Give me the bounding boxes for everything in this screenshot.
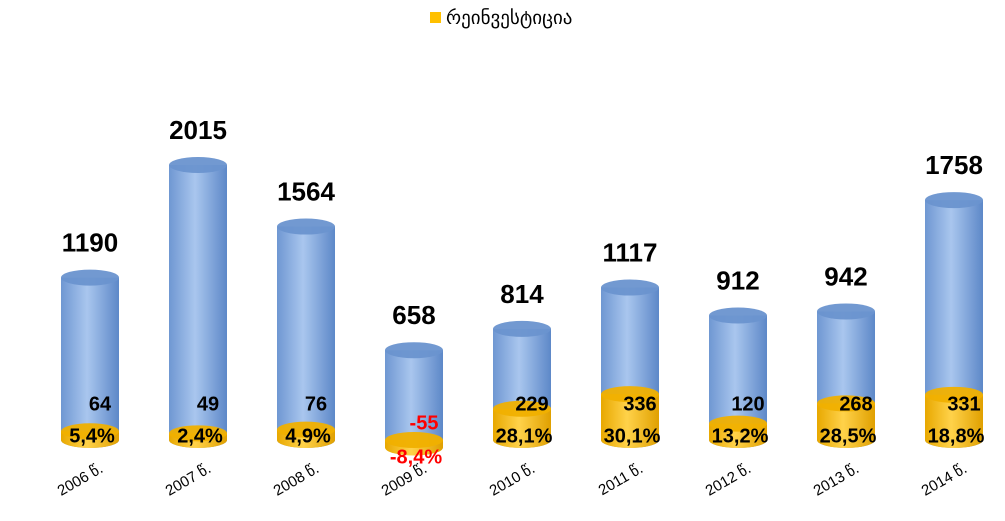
total-cylinder [709,315,767,448]
total-cylinder [385,350,443,448]
total-label: 1190 [62,227,118,257]
x-tick-label: 2008 წ. [271,460,322,499]
total-cylinder-top [277,218,335,235]
share-label: 13,2% [712,425,769,447]
reinvest-cylinder-top [709,415,767,432]
x-tick-label: 2007 წ. [163,460,214,499]
reinvest-cylinder-top [925,386,983,403]
total-cylinder-top [61,269,119,286]
total-cylinder-top [925,192,983,209]
share-label: 28,1% [496,425,553,447]
reinvest-cylinder [925,394,983,448]
total-cylinder [277,226,335,448]
total-cylinder [61,277,119,448]
reinvest-cylinder-top [493,400,551,417]
x-tick-label: 2012 წ. [703,460,754,499]
total-label: 1564 [277,176,335,206]
reinvest-cylinder-top [601,386,659,403]
reinvest-label: 336 [623,393,656,415]
reinvest-label: 229 [515,393,548,415]
total-cylinder-top [817,303,875,320]
share-label: 2,4% [177,425,223,447]
total-label: 814 [500,279,544,309]
total-label: 1758 [925,150,983,180]
share-label: 4,9% [285,425,331,447]
share-label: 30,1% [604,425,661,447]
reinvest-cylinder-top [277,421,335,438]
total-label: 658 [392,300,435,330]
reinvest-cylinder-top [61,423,119,440]
share-label: 18,8% [928,425,985,447]
reinvest-cylinder-top [169,425,227,442]
x-tick-label: 2013 წ. [811,460,862,499]
total-label: 1117 [603,237,658,267]
total-label: 912 [716,265,759,295]
total-cylinder-top [385,342,443,359]
total-label: 2015 [169,115,227,145]
x-tick-label: 2014 წ. [919,460,970,499]
reinvest-label: 331 [947,393,980,415]
total-cylinder [169,165,227,448]
reinvest-cylinder [493,408,551,448]
reinvest-cylinder-top [817,395,875,412]
total-label: 942 [824,261,867,291]
reinvest-cylinder-top [385,432,443,448]
share-label: -8,4% [390,446,442,468]
total-cylinder-top [709,307,767,324]
x-tick-label: 2010 წ. [487,460,538,499]
x-tick-label: 2011 წ. [596,460,646,499]
x-tick-label: 2006 წ. [55,460,106,499]
reinvest-label: 64 [89,393,112,415]
total-cylinder-top [601,279,659,296]
reinvest-cylinder [601,394,659,448]
reinvest-label: 76 [305,393,327,415]
reinvest-label: 268 [839,393,872,415]
reinvest-label: 49 [197,393,219,415]
share-label: 28,5% [820,425,877,447]
legend-label: რეინვესტიცია [446,8,572,29]
reinvest-cylinder [817,403,875,448]
reinvest-label: 120 [731,393,764,415]
total-cylinder-top [169,157,227,173]
total-cylinder [925,200,983,448]
reinvest-label: -55 [410,412,439,434]
share-label: 5,4% [69,425,115,447]
legend-swatch [430,12,441,23]
total-cylinder-top [493,320,551,337]
